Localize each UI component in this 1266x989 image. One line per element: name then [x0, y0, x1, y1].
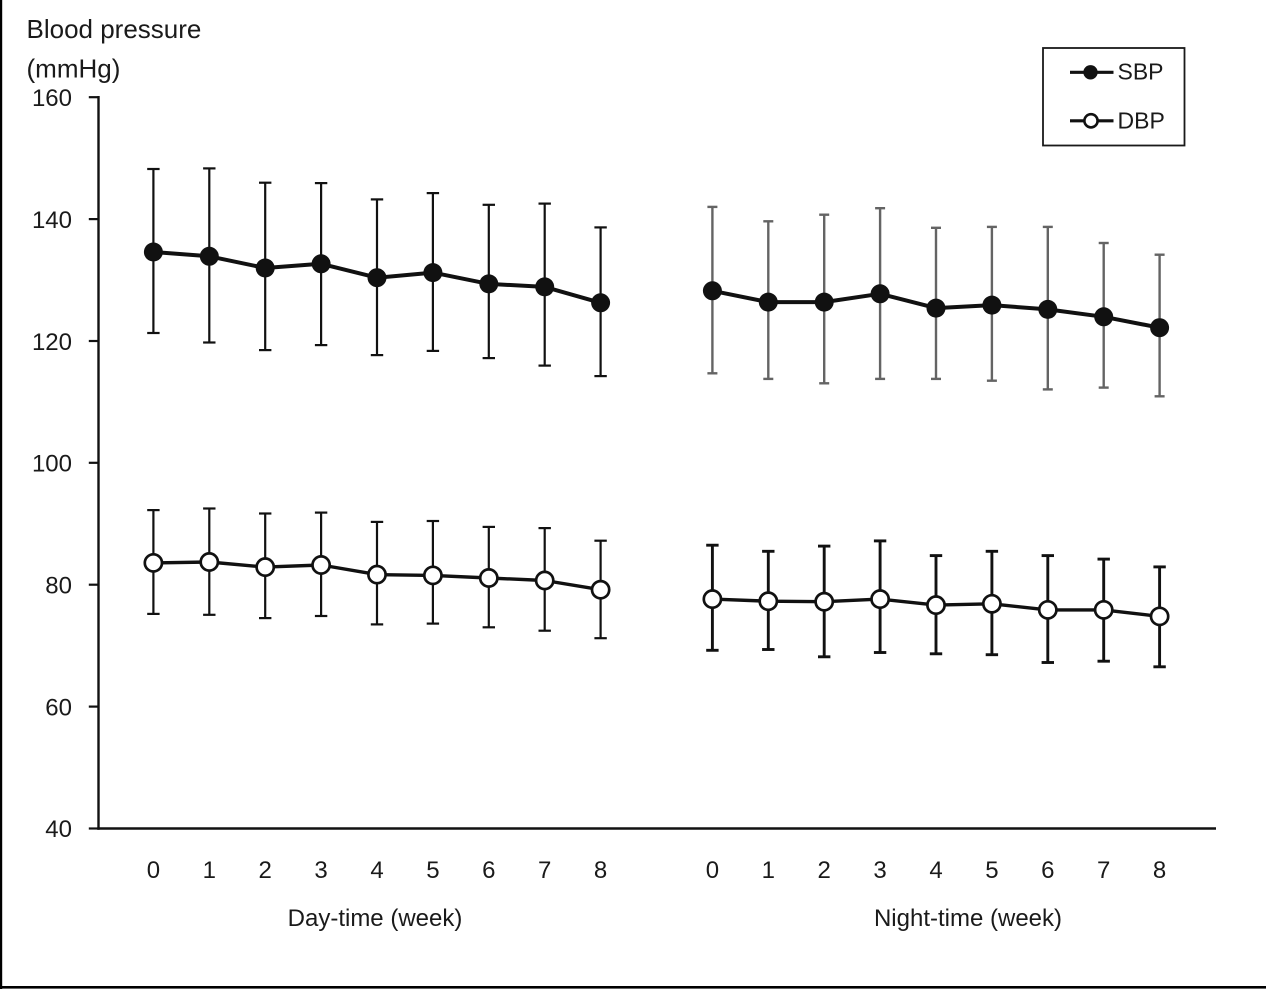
svg-text:3: 3	[314, 857, 327, 884]
svg-text:6: 6	[482, 857, 495, 884]
svg-text:Day-time (week): Day-time (week)	[288, 905, 463, 932]
svg-text:1: 1	[203, 857, 216, 884]
svg-text:3: 3	[873, 857, 886, 884]
svg-text:DBP: DBP	[1118, 108, 1165, 134]
svg-text:8: 8	[1153, 857, 1166, 884]
svg-text:7: 7	[538, 857, 551, 884]
svg-text:1: 1	[762, 857, 775, 884]
svg-text:4: 4	[370, 857, 383, 884]
svg-text:SBP: SBP	[1118, 58, 1164, 84]
svg-text:5: 5	[985, 857, 998, 884]
svg-text:Blood pressure: Blood pressure	[27, 14, 202, 44]
svg-text:160: 160	[32, 85, 72, 112]
svg-text:(mmHg): (mmHg)	[27, 54, 121, 84]
svg-text:6: 6	[1041, 857, 1054, 884]
svg-text:2: 2	[818, 857, 831, 884]
svg-text:120: 120	[32, 329, 72, 356]
svg-text:7: 7	[1097, 857, 1110, 884]
svg-text:100: 100	[32, 451, 72, 478]
svg-text:8: 8	[594, 857, 607, 884]
svg-text:140: 140	[32, 207, 72, 234]
svg-text:80: 80	[45, 573, 72, 600]
svg-text:4: 4	[929, 857, 942, 884]
svg-text:5: 5	[426, 857, 439, 884]
svg-text:0: 0	[147, 857, 160, 884]
svg-text:2: 2	[259, 857, 272, 884]
svg-text:60: 60	[45, 694, 72, 721]
svg-text:40: 40	[45, 816, 72, 843]
svg-text:0: 0	[706, 857, 719, 884]
svg-text:Night-time (week): Night-time (week)	[874, 905, 1062, 932]
